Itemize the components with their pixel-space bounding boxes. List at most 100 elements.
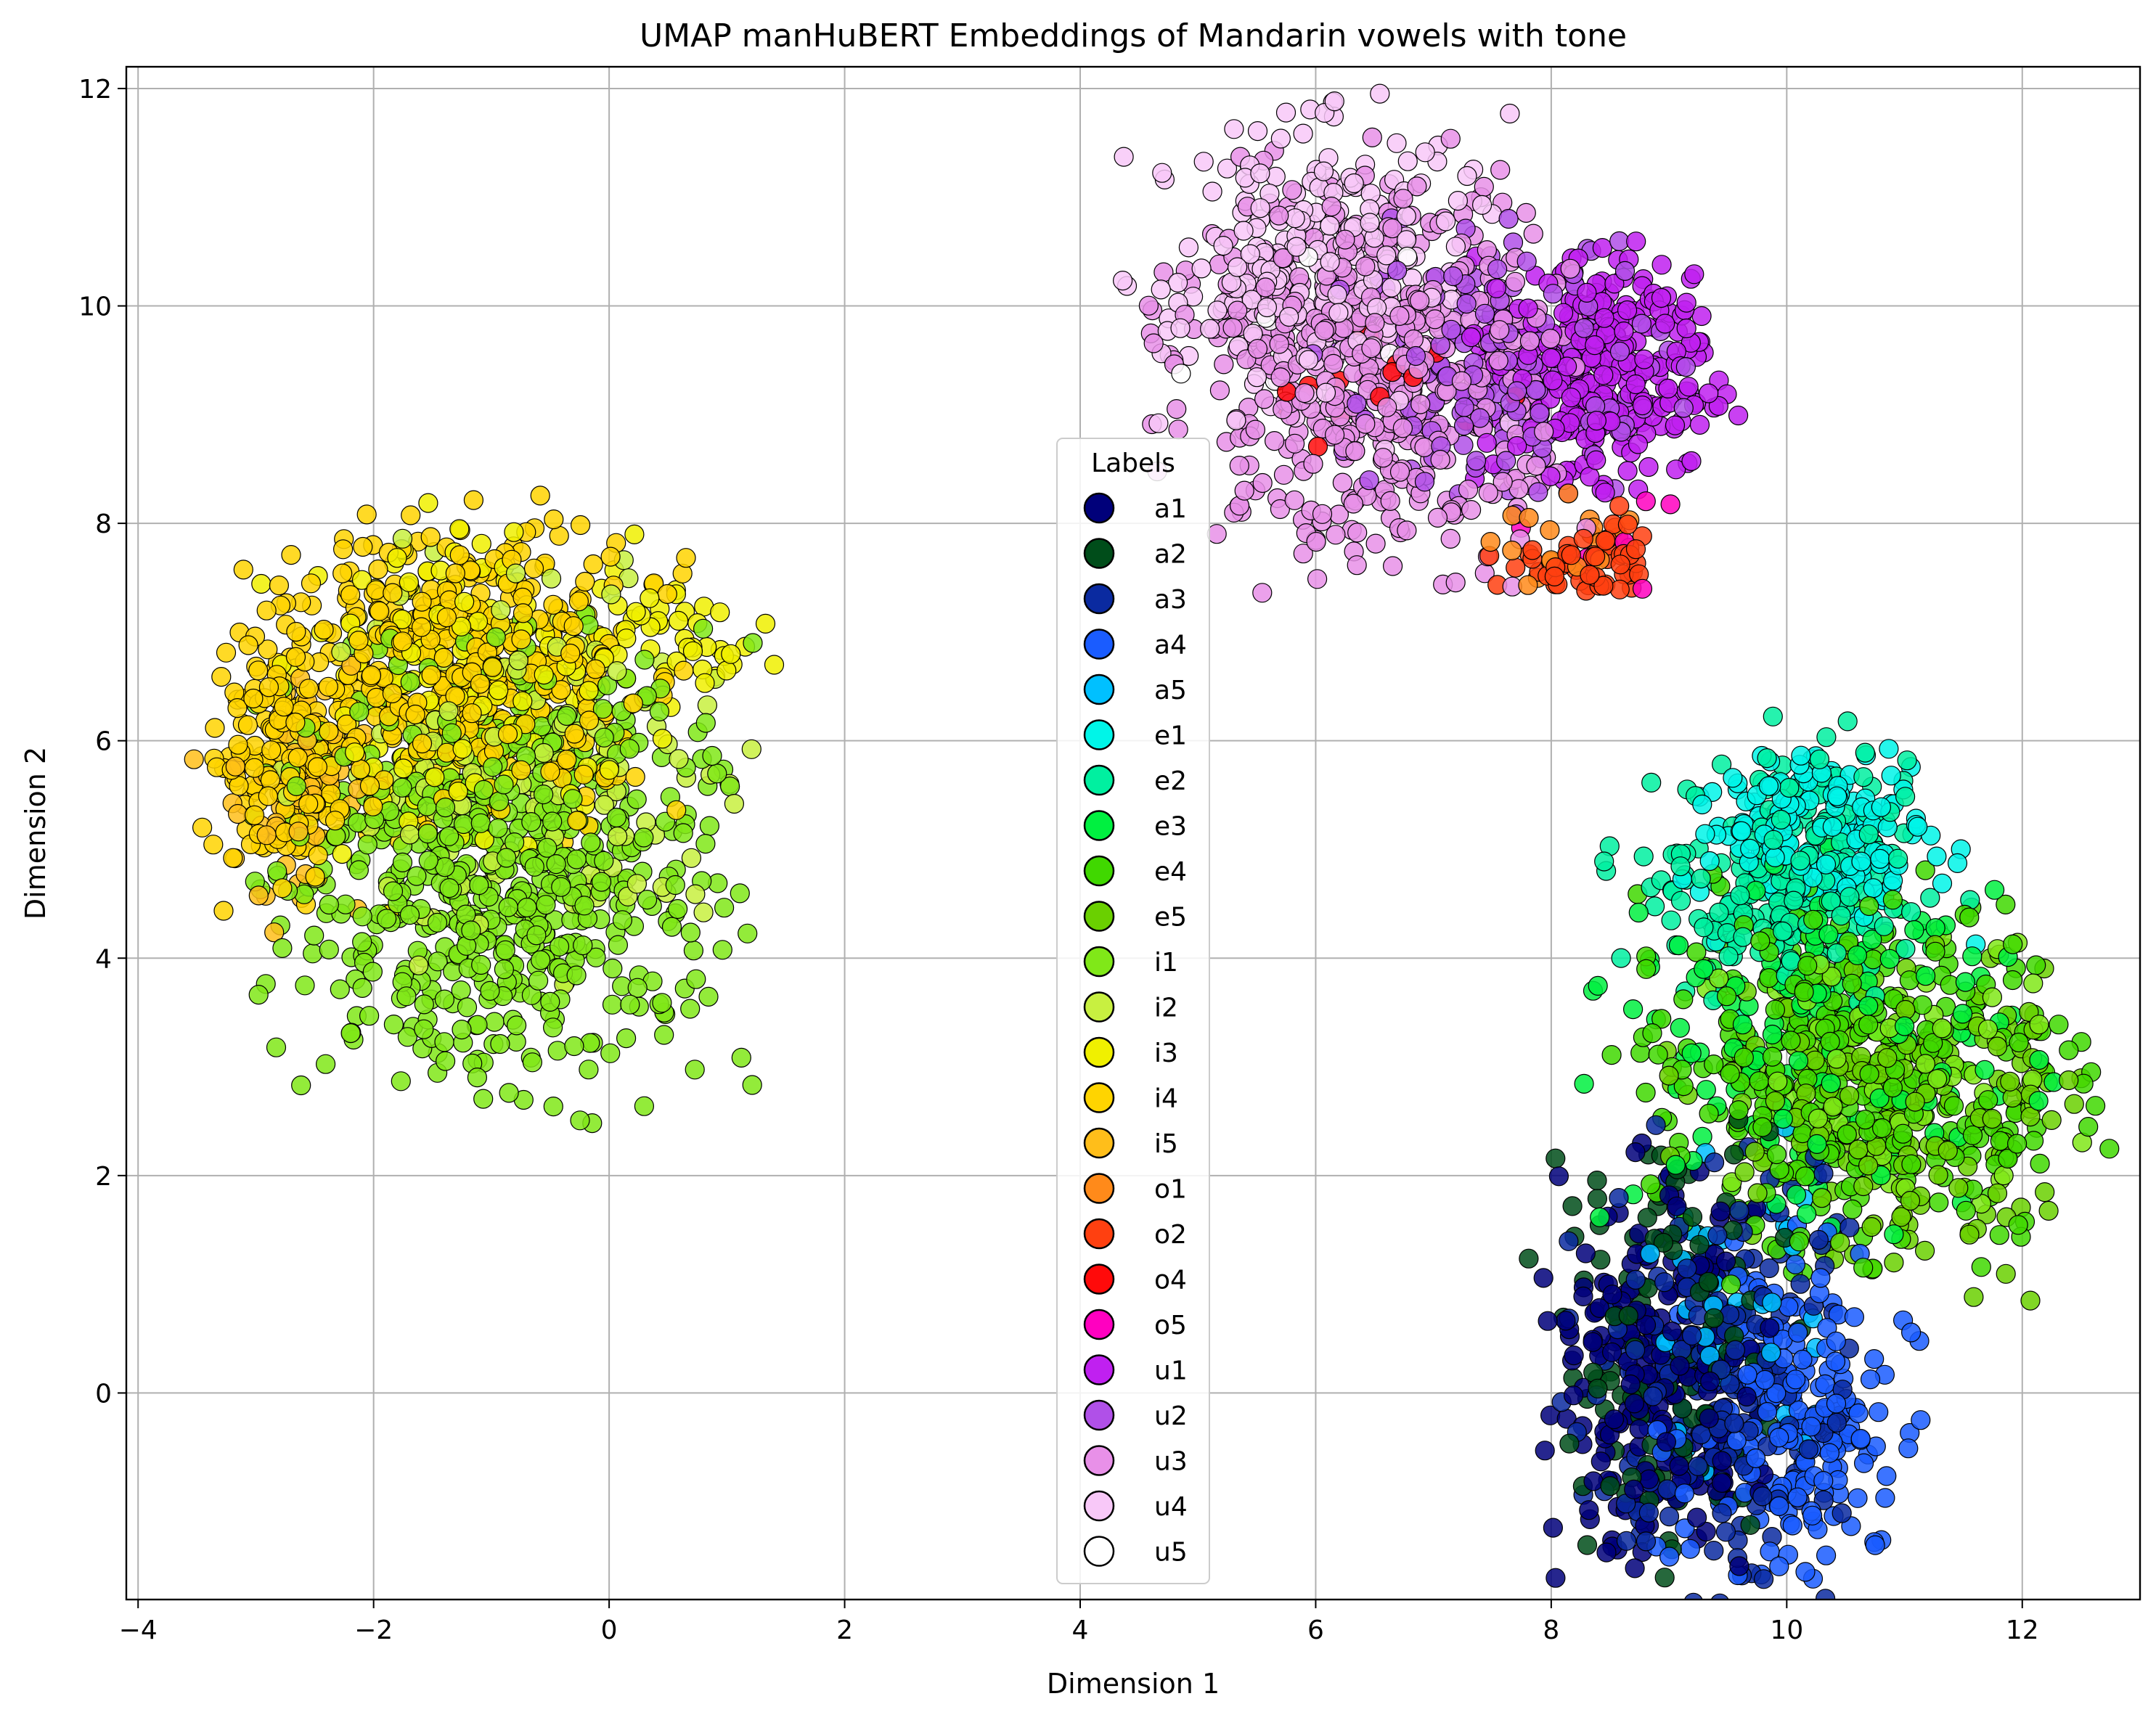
point-e2 [1838,712,1857,731]
point-i2 [724,795,743,814]
point-a1 [1662,1322,1681,1341]
point-o2 [1506,558,1525,577]
point-i3 [472,534,491,553]
point-e1 [1823,817,1842,836]
point-e2 [1859,825,1878,844]
point-i4 [259,678,278,697]
point-e4 [1964,1126,1983,1144]
point-u3 [1378,398,1397,417]
point-i1 [462,921,481,940]
point-a3 [1626,1270,1645,1289]
point-e5 [1916,1241,1935,1260]
point-u3 [1253,474,1272,493]
point-a5 [1763,1293,1781,1312]
point-a1 [1535,1441,1554,1460]
point-e4 [1883,890,1902,909]
point-e4 [1945,1097,1964,1115]
point-a2 [1601,1477,1620,1496]
point-i4 [401,506,420,525]
point-u3 [1506,272,1524,291]
point-u1 [1666,416,1685,435]
point-i1 [391,1072,410,1091]
point-i1 [2030,1015,2049,1034]
point-i2 [332,642,351,661]
point-e4 [2030,1154,2049,1173]
point-o2 [1610,496,1629,515]
point-u4 [1387,134,1406,152]
point-i5 [226,757,245,776]
point-e2 [1832,906,1850,925]
point-e4 [1674,990,1693,1009]
point-o1 [1503,506,1522,525]
point-u1 [1692,307,1711,326]
point-u4 [1320,216,1339,235]
point-u4 [1473,195,1492,214]
point-u1 [1635,350,1654,369]
point-u1 [1593,239,1612,258]
point-i4 [658,585,677,604]
point-a1 [1580,1501,1598,1520]
point-e2 [1710,903,1728,922]
point-u3 [1541,329,1560,348]
point-i1 [1916,1054,1935,1073]
point-o1 [1540,521,1559,540]
point-i1 [273,938,292,957]
point-i3 [394,759,413,778]
point-e4 [2008,1134,2027,1153]
point-i1 [541,992,560,1011]
point-u4 [1179,238,1198,257]
point-u3 [1441,529,1460,548]
point-i3 [756,614,775,633]
point-a3 [1617,1531,1636,1550]
point-e4 [1837,1125,1856,1144]
point-u3 [1365,314,1384,332]
point-i1 [653,994,671,1012]
point-i4 [245,758,264,777]
point-i3 [625,525,644,544]
point-i4 [212,668,231,687]
point-i1 [685,1060,704,1079]
point-i1 [738,924,757,943]
point-e3 [1682,1044,1701,1062]
point-e4 [1960,908,1979,927]
point-i4 [204,835,223,854]
point-u2 [1488,260,1507,279]
point-a4 [1802,1417,1821,1436]
point-i3 [600,761,618,779]
point-u3 [1441,129,1460,148]
point-i1 [267,1038,286,1057]
point-a3 [1643,1387,1662,1406]
point-i1 [470,876,489,895]
point-e2 [1672,891,1691,910]
point-e2 [1784,891,1803,910]
point-i3 [513,692,532,710]
point-i1 [499,898,518,917]
point-u1 [1618,301,1637,320]
point-o2 [1618,515,1637,534]
point-e1 [1732,822,1751,840]
point-i4 [262,741,281,760]
point-e3 [1975,1060,1994,1079]
point-i2 [682,848,701,867]
point-o1 [1481,533,1500,552]
point-i1 [341,1024,360,1043]
point-u1 [1679,377,1698,396]
point-e3 [1819,925,1838,943]
point-u3 [1347,556,1366,575]
point-i4 [326,811,345,830]
point-e5 [1996,1264,2015,1283]
point-a4 [1803,1506,1822,1525]
point-e4 [1926,942,1945,961]
point-i4 [544,595,563,614]
point-i3 [669,611,688,630]
point-u4 [1317,383,1336,402]
point-u3 [1366,534,1385,553]
point-u4 [1382,278,1401,297]
point-i1 [522,813,541,832]
point-i1 [485,1012,504,1031]
point-e5 [2065,1094,2083,1113]
point-i4 [299,679,318,698]
point-u2 [1406,347,1425,366]
point-e3 [1624,1000,1643,1019]
point-u4 [1153,163,1172,182]
